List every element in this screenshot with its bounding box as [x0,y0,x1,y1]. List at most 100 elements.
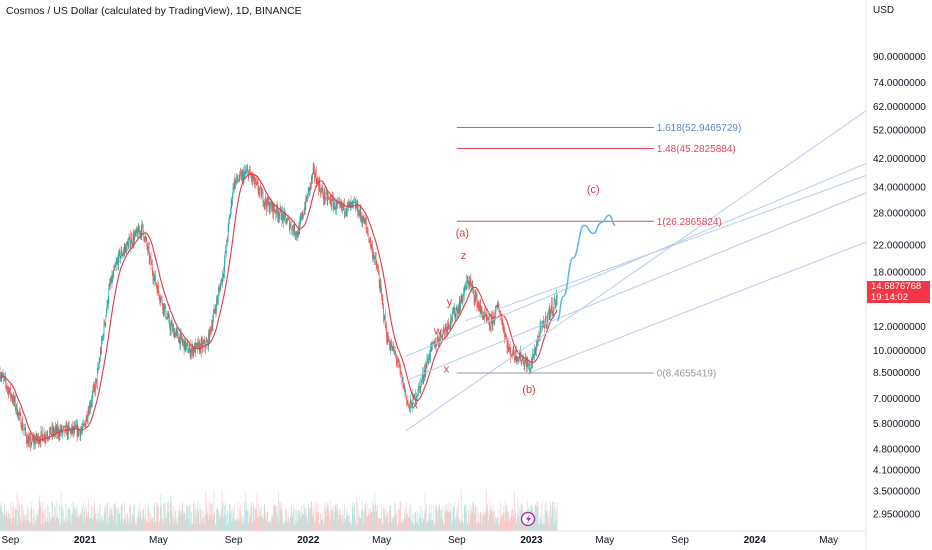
volume-bar [463,523,464,531]
candle-body [315,172,317,182]
volume-bar [537,501,538,531]
channel-line[interactable] [465,175,867,322]
candle-body [476,294,478,307]
candle-body [259,189,260,193]
price-tick-label: 8.5000000 [873,368,921,379]
candle-body [479,307,480,312]
candle-body [342,205,344,208]
candle-body [24,428,26,430]
candle-body [170,325,171,331]
candle-body [443,328,444,332]
candle-body [277,214,279,217]
channel-line[interactable] [405,162,867,357]
volume-bar [198,509,200,531]
candle-body [311,177,313,180]
volume-bar [55,507,56,531]
candle-body [448,321,449,325]
projection-curve[interactable] [556,214,616,322]
candle-body [350,201,351,208]
volume-bar [76,504,78,531]
volume-bar [460,522,461,531]
volume-bar [375,505,377,531]
candle-body [44,433,45,440]
candle-body [294,224,296,235]
volume-bar [99,503,100,531]
candle-body [111,275,112,283]
candle-body [340,204,341,206]
volume-bar [268,521,269,531]
candle-body [456,308,458,310]
candle-body [520,352,521,360]
volume-bar [237,501,239,531]
candle-body [333,198,334,209]
volume-bar [63,511,64,531]
price-axis[interactable]: 90.000000074.000000062.000000052.0000000… [873,52,926,521]
candle-body [386,337,388,344]
volume-bar [319,523,321,531]
channel-line[interactable] [405,110,867,432]
volume-bar [509,519,510,531]
candle-body [145,238,147,240]
volume-bar [192,503,194,531]
volume-bar [338,519,340,531]
volume-bar [87,515,88,531]
candle-body [218,288,220,292]
candle-body [291,228,292,232]
candle-body [60,426,62,433]
candle-body [19,412,21,415]
candle-body [279,213,280,218]
price-tick-label: 22.0000000 [873,241,926,252]
volume-bar [304,507,305,531]
volume-bar [161,518,163,531]
channel-line[interactable] [405,192,867,381]
candle-body [281,209,282,220]
volume-bar [97,522,99,531]
candle-body [137,226,139,238]
candle-body [520,352,522,362]
candle-body [79,430,81,437]
fib-extension[interactable]: 1.618(52.9465729)1.48(45.2825884)1(26.28… [456,123,741,379]
projection-path[interactable] [556,214,616,322]
volume-bar [399,509,400,531]
volume-bar [35,511,37,531]
candle-body [474,295,476,301]
candle-body [435,342,436,348]
candle-body [465,286,467,290]
volume-bar [377,517,379,531]
candle-body [187,343,189,353]
candle-body [309,187,310,192]
volume-bar [34,513,36,531]
volume-bar [71,502,73,531]
candle-body [166,316,168,319]
candle-body [55,427,57,433]
volume-bar [62,522,64,531]
candle-body [529,368,531,371]
volume-bar [145,506,146,531]
volume-bar [500,502,502,531]
volume-bar [486,507,488,531]
candle-body [230,200,232,210]
volume-bar [120,520,121,531]
channel-line[interactable] [530,241,867,373]
volume-bar [104,503,106,531]
time-axis[interactable]: Sep 2021 May Sep 2022 May Sep 2023 May Sep 2024 May [1,535,838,546]
volume-bar [366,503,368,531]
lightning-icon[interactable] [520,511,536,527]
volume-bar [257,503,259,531]
volume-bar [383,506,384,531]
candle-body [158,285,159,292]
volume-bar [163,523,165,531]
candle-body [480,304,481,309]
volume-bar [292,516,293,531]
volume-bar [156,502,157,531]
volume-bar [178,516,179,531]
volume-bar [276,512,277,531]
volume-bar [146,520,148,531]
candle-body [142,223,144,231]
volume-bar [473,502,474,531]
candle-body [229,217,230,222]
volume-bar [308,503,310,531]
volume-bar [377,506,378,531]
trend-channel[interactable] [405,110,867,432]
